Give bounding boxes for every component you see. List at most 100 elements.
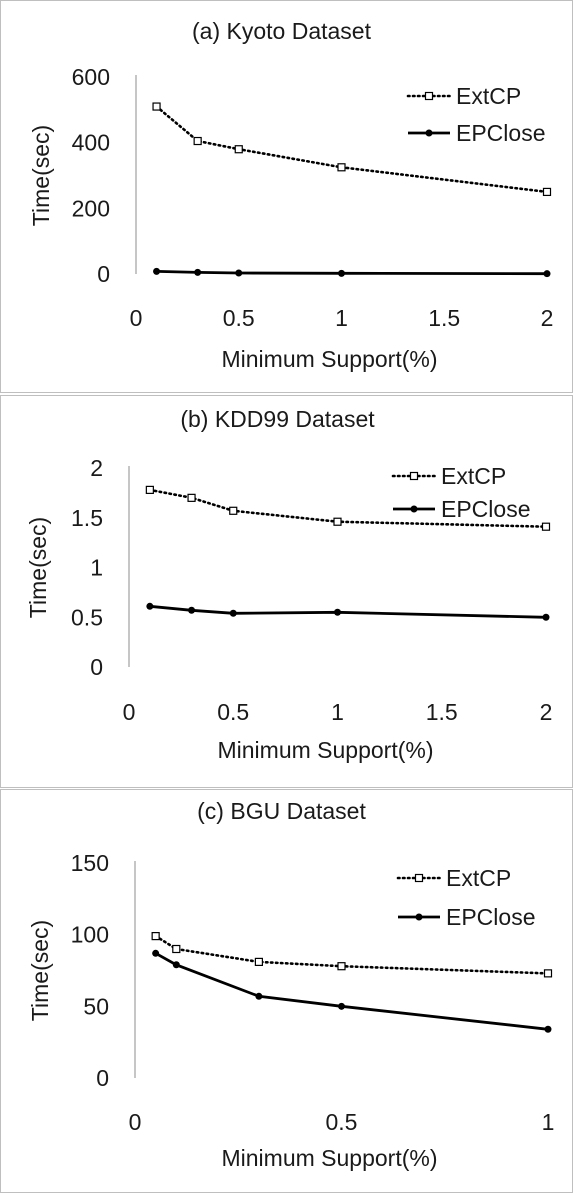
y-axis-label: Time(sec) [25,517,51,618]
chart-title: (c) BGU Dataset [197,798,366,824]
chart-svg: (a) Kyoto Dataset 0 200 400 600 0 0.5 1 1.5 2 Mini… [28,18,554,372]
y-tick-label: 50 [83,993,109,1019]
data-point-epclose [542,613,550,621]
x-axis-label: Minimum Support(%) [218,737,434,763]
data-point-epclose [146,602,154,610]
data-point-epclose [194,268,202,276]
series-epclose [152,949,552,1033]
legend-marker [414,873,424,883]
x-tick-label: 2 [540,699,553,725]
data-point-extcp [145,485,154,494]
y-tick-label: 0 [90,654,103,680]
legend-label: EPClose [441,496,530,522]
legend-label: ExtCP [441,463,506,489]
legend-label: ExtCP [446,865,511,891]
data-point-extcp [337,962,346,971]
y-tick-label: 200 [72,195,110,221]
legend-marker [425,129,433,137]
legend-item-epclose: EPClose [408,120,545,146]
chart-title: (b) KDD99 Dataset [180,406,375,432]
data-point-epclose [255,992,263,1000]
data-point-epclose [338,1002,345,1010]
legend-marker [424,91,434,101]
data-point-epclose [235,269,243,277]
x-tick-label: 1 [331,699,344,725]
y-tick-label: 150 [71,850,109,876]
data-point-epclose [153,267,161,275]
y-tick-label: 400 [72,130,110,156]
legend-marker [410,505,418,513]
series-epclose [153,267,551,278]
data-point-extcp [152,102,161,111]
series-extcp [152,102,552,197]
data-point-epclose [152,949,160,957]
y-tick-label: 2 [90,455,103,481]
y-tick-label: 1.5 [71,505,103,531]
x-tick-label: 1.5 [428,305,460,331]
x-tick-label: 0.5 [326,1109,358,1135]
x-tick-label: 0.5 [223,305,255,331]
series-line-extcp [154,934,550,975]
y-tick-label: 0.5 [71,604,103,630]
x-tick-label: 2 [541,305,554,331]
data-point-extcp [193,136,202,146]
y-tick-label: 0 [96,1065,109,1091]
legend-label: ExtCP [456,83,521,109]
data-point-extcp [172,944,181,954]
y-tick-label: 1 [90,555,103,581]
legend-item-extcp: ExtCP [396,865,511,891]
chart-svg: (c) BGU Dataset 0 50 100 150 0 0.5 1 Minimum Sup… [27,798,555,1171]
series-line-epclose [149,604,547,619]
chart-title: (a) Kyoto Dataset [192,18,372,44]
y-tick-label: 600 [72,64,110,90]
legend-label: EPClose [456,120,545,146]
data-point-extcp [187,493,196,502]
data-point-epclose [544,1025,552,1033]
data-point-epclose [229,609,237,617]
data-point-epclose [172,961,180,969]
data-point-extcp [543,969,553,978]
data-point-extcp [254,957,263,966]
series-line-epclose [156,270,548,276]
y-axis-label: Time(sec) [27,920,53,1021]
data-point-extcp [541,522,551,531]
data-point-epclose [338,269,345,277]
x-tick-label: 1 [335,305,348,331]
legend-item-extcp: ExtCP [391,463,506,489]
legend-item-epclose: EPClose [393,496,530,522]
y-tick-label: 100 [71,922,109,948]
legend-label: EPClose [446,904,535,930]
data-point-extcp [151,932,160,941]
legend-marker [409,471,419,481]
y-axis-label: Time(sec) [28,125,54,226]
series-line-epclose [155,952,549,1031]
y-tick-label: 0 [97,261,110,287]
chart-svg: (b) KDD99 Dataset 0 0.5 1 1.5 2 0 0.5 1 1.5 2 Minim… [25,406,553,763]
data-point-epclose [543,270,551,278]
data-point-epclose [334,608,341,616]
chart-panel-kdd99: (b) KDD99 Dataset 0 0.5 1 1.5 2 0 0.5 1 1.5 2 Minim… [0,395,573,788]
x-axis-label: Minimum Support(%) [222,1145,438,1171]
x-axis-label: Minimum Support(%) [222,346,438,372]
data-point-extcp [337,163,346,172]
chart-panel-kyoto: (a) Kyoto Dataset 0 200 400 600 0 0.5 1 1.5 2 Mini… [0,0,573,393]
x-tick-label: 0 [130,305,143,331]
x-tick-label: 0 [129,1109,142,1135]
legend-marker [415,913,423,921]
x-tick-label: 0 [123,699,136,725]
data-point-epclose [188,606,196,614]
data-point-extcp [542,187,552,197]
series-epclose [146,602,550,621]
series-extcp [145,485,551,531]
legend-item-epclose: EPClose [398,904,535,930]
chart-panel-bgu: (c) BGU Dataset 0 50 100 150 0 0.5 1 Minimum Sup… [0,789,573,1193]
series-extcp [151,932,553,978]
data-point-extcp [229,506,238,515]
data-point-extcp [333,517,342,526]
legend-item-extcp: ExtCP [406,83,521,109]
x-tick-label: 0.5 [217,699,249,725]
x-tick-label: 1.5 [426,699,458,725]
x-tick-label: 1 [542,1109,555,1135]
data-point-extcp [234,145,243,154]
